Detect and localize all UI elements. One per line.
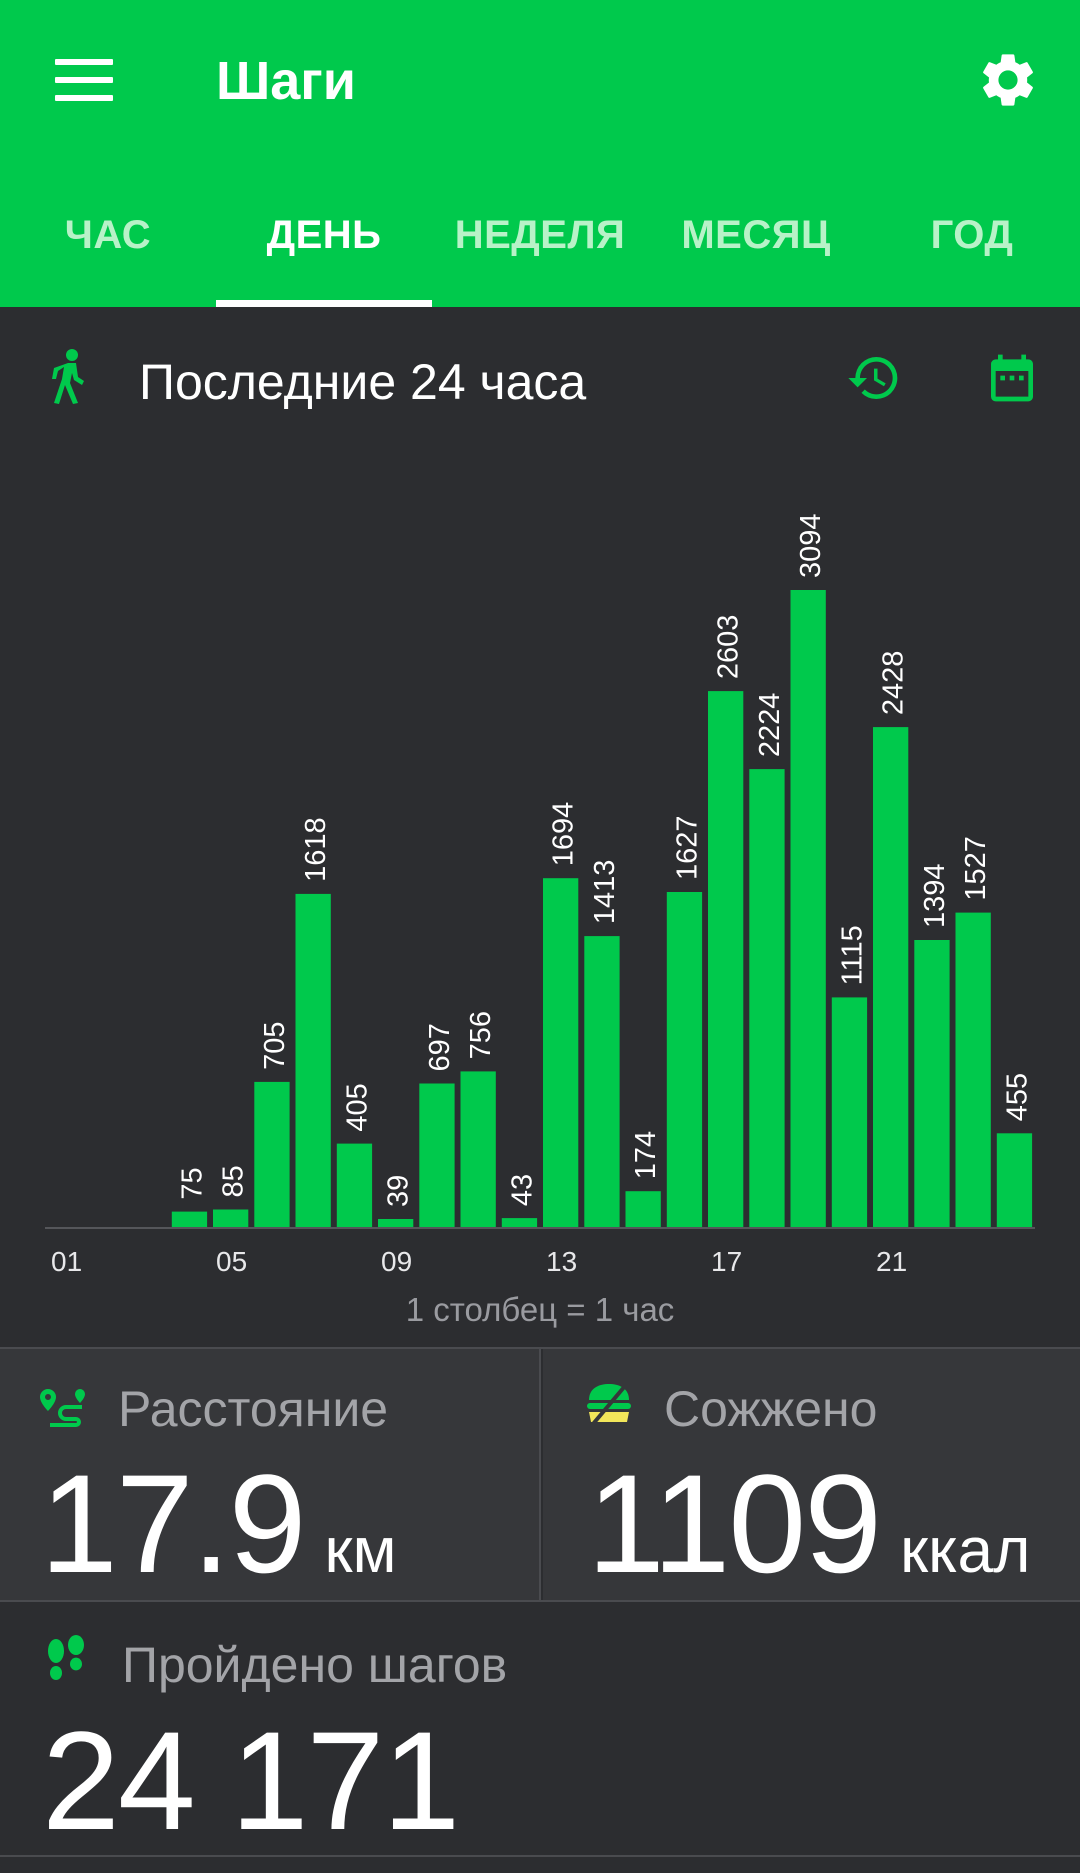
chart-bar[interactable] bbox=[336, 1143, 373, 1227]
calendar-icon[interactable] bbox=[984, 350, 1040, 406]
chart-bar[interactable] bbox=[914, 940, 950, 1227]
steps-value: 24 171 bbox=[42, 1702, 460, 1859]
distance-label: Расстояние bbox=[118, 1381, 389, 1437]
calories-number: 1109 bbox=[587, 1445, 882, 1602]
bar-value-label: 2428 bbox=[878, 651, 910, 716]
history-icon[interactable] bbox=[846, 350, 902, 406]
chart-note: 1 столбец = 1 час bbox=[405, 1291, 675, 1328]
calories-label: Сожжено bbox=[664, 1381, 878, 1437]
steps-chart: 75 85 705 1618 405 39 697 756 43 1694 1413 174 1627 2… bbox=[0, 457, 1080, 1347]
chart-bar[interactable] bbox=[171, 1211, 208, 1227]
tab-indicator bbox=[216, 300, 432, 307]
bar-value-label: 405 bbox=[341, 1083, 373, 1131]
chart-bar[interactable] bbox=[584, 936, 620, 1227]
stats-row: Расстояние 17.9 км Сожжено 1109 ккал bbox=[0, 1347, 1080, 1602]
bar-value-label: 455 bbox=[1001, 1073, 1033, 1121]
menu-icon[interactable] bbox=[55, 59, 113, 101]
bar-value-label: 2224 bbox=[754, 693, 786, 758]
bar-value-label: 1627 bbox=[671, 815, 703, 880]
distance-value: 17.9 км bbox=[40, 1449, 396, 1625]
chart-bar[interactable] bbox=[213, 1209, 249, 1228]
bar-value-label: 43 bbox=[506, 1174, 538, 1206]
tab-week[interactable]: НЕДЕЛЯ bbox=[454, 213, 626, 257]
tab-month[interactable]: МЕСЯЦ bbox=[681, 213, 831, 257]
bar-chart: 75 85 705 1618 405 39 697 756 43 1694 1413 174 1627 2… bbox=[45, 513, 1035, 1277]
bar-value-label: 756 bbox=[465, 1011, 497, 1059]
chart-bar[interactable] bbox=[254, 1081, 290, 1227]
bar-value-label: 85 bbox=[218, 1165, 250, 1197]
x-tick-label: 09 bbox=[381, 1246, 412, 1277]
app-bar: Шаги ЧАС ДЕНЬ НЕДЕЛЯ МЕСЯЦ ГОД bbox=[0, 0, 1080, 307]
app-title: Шаги bbox=[216, 51, 356, 111]
bar-value-label: 1694 bbox=[548, 802, 580, 867]
gear-icon[interactable] bbox=[976, 48, 1040, 112]
chart-bar[interactable] bbox=[666, 892, 703, 1227]
distance-card[interactable]: Расстояние 17.9 км bbox=[0, 1349, 541, 1600]
chart-bar[interactable] bbox=[996, 1133, 1033, 1227]
chart-bar[interactable] bbox=[501, 1218, 538, 1227]
chart-bar[interactable] bbox=[708, 691, 744, 1227]
chart-bar[interactable] bbox=[955, 912, 991, 1227]
bar-value-label: 39 bbox=[383, 1175, 415, 1207]
bar-value-label: 174 bbox=[630, 1131, 662, 1179]
bar-value-label: 75 bbox=[176, 1167, 208, 1199]
section-header: Последние 24 часа bbox=[0, 307, 1080, 457]
footprints-icon bbox=[48, 1635, 84, 1680]
distance-unit: км bbox=[324, 1514, 397, 1586]
bar-value-label: 2603 bbox=[713, 615, 745, 680]
x-tick-label: 17 bbox=[711, 1246, 742, 1277]
bar-value-label: 705 bbox=[259, 1022, 291, 1070]
bar-value-label: 3094 bbox=[795, 513, 827, 578]
chart-bar[interactable] bbox=[625, 1191, 661, 1227]
bar-value-label: 1413 bbox=[589, 860, 621, 925]
tab-hour[interactable]: ЧАС bbox=[64, 213, 152, 257]
x-tick-label: 13 bbox=[546, 1246, 577, 1277]
steps-label: Пройдено шагов bbox=[122, 1637, 508, 1693]
chart-bar[interactable] bbox=[295, 893, 331, 1227]
x-tick-label: 21 bbox=[876, 1246, 907, 1277]
burger-icon bbox=[587, 1384, 631, 1426]
period-tabs: ЧАС ДЕНЬ НЕДЕЛЯ МЕСЯЦ ГОД bbox=[0, 200, 1080, 307]
x-tick-label: 01 bbox=[51, 1246, 82, 1277]
calories-unit: ккал bbox=[900, 1514, 1031, 1586]
calories-card[interactable]: Сожжено 1109 ккал bbox=[543, 1349, 1080, 1600]
chart-bar[interactable] bbox=[790, 590, 826, 1227]
chart-bar[interactable] bbox=[419, 1083, 455, 1228]
walk-icon bbox=[52, 349, 84, 404]
tab-day[interactable]: ДЕНЬ bbox=[266, 213, 382, 257]
tab-year[interactable]: ГОД bbox=[930, 213, 1014, 257]
section-title: Последние 24 часа bbox=[139, 354, 587, 410]
chart-bar[interactable] bbox=[378, 1219, 414, 1227]
chart-bar[interactable] bbox=[749, 769, 785, 1227]
x-tick-label: 05 bbox=[216, 1246, 247, 1277]
bar-value-label: 1527 bbox=[960, 836, 992, 901]
bar-value-label: 1394 bbox=[919, 863, 951, 928]
distance-number: 17.9 bbox=[40, 1445, 306, 1602]
route-icon bbox=[40, 1389, 85, 1427]
bar-value-label: 1115 bbox=[836, 925, 868, 985]
calories-value: 1109 ккал bbox=[587, 1449, 1030, 1625]
bar-value-label: 697 bbox=[424, 1023, 456, 1071]
chart-bar[interactable] bbox=[543, 878, 579, 1227]
chart-bar[interactable] bbox=[831, 997, 868, 1227]
chart-bar[interactable] bbox=[460, 1071, 496, 1227]
bar-value-label: 1618 bbox=[300, 817, 332, 882]
chart-bar[interactable] bbox=[873, 727, 909, 1227]
steps-card[interactable]: Пройдено шагов 24 171 bbox=[0, 1602, 1080, 1857]
